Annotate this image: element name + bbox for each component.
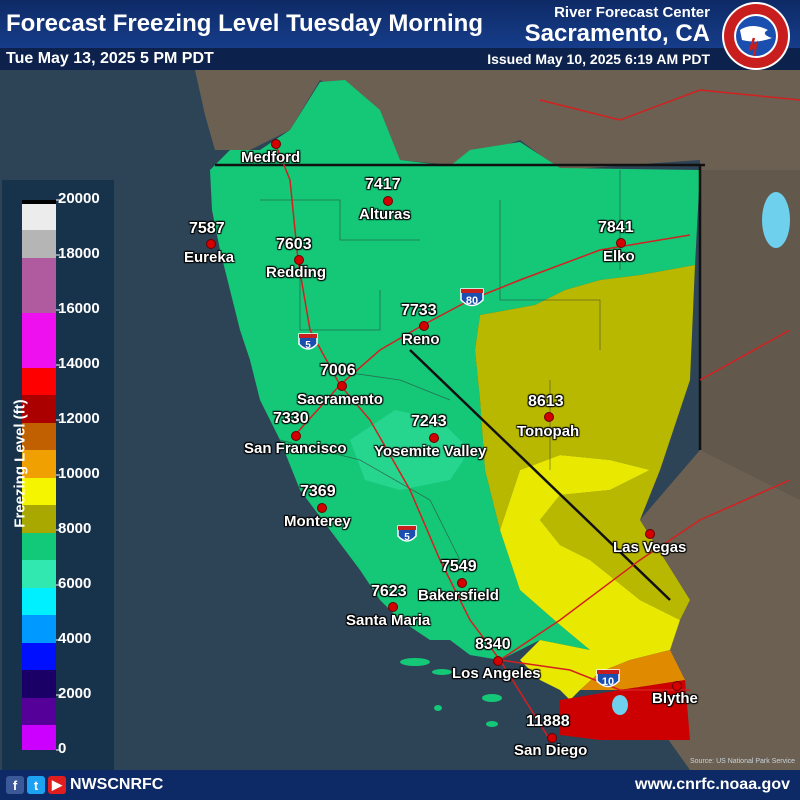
station-marker (544, 412, 554, 422)
station-marker (547, 733, 557, 743)
station-name: Reno (402, 331, 440, 348)
station-name: Monterey (284, 513, 351, 530)
freezing-zone-light-green (350, 410, 470, 490)
svg-text:80: 80 (466, 295, 478, 307)
station-marker (291, 431, 301, 441)
station-value: 7603 (276, 236, 312, 253)
svg-text:5: 5 (305, 340, 311, 351)
station-marker (419, 321, 429, 331)
station-marker (457, 578, 467, 588)
valid-time: Tue May 13, 2025 5 PM PDT (6, 50, 214, 67)
legend-tick: 2000 (58, 685, 92, 702)
legend-tick: 18000 (58, 245, 100, 262)
legend-tick: 8000 (58, 520, 92, 537)
station-name: Sacramento (297, 391, 383, 408)
interstate-shield: 5 (298, 333, 318, 351)
social-links: f t ▶ (6, 775, 66, 795)
legend-tick: 4000 (58, 630, 92, 647)
station-value: 7733 (401, 302, 437, 319)
station-value: 7006 (320, 362, 356, 379)
station-name: Eureka (184, 249, 235, 266)
station-marker (383, 196, 393, 206)
freezing-zone-yellow (500, 455, 680, 700)
station-value: 8340 (475, 636, 511, 653)
station-name: Alturas (359, 206, 411, 223)
lake (762, 192, 790, 248)
svg-text:10: 10 (602, 676, 614, 688)
station-value: 7369 (300, 483, 336, 500)
legend-tick: 6000 (58, 575, 92, 592)
station-marker (317, 503, 327, 513)
station-name: Las Vegas (613, 539, 687, 556)
subheader-bar (0, 48, 800, 70)
channel-islands (400, 658, 502, 727)
station-marker (294, 255, 304, 265)
station-value: 7623 (371, 583, 407, 600)
station-value: 7243 (411, 413, 447, 430)
station-value: 7417 (365, 176, 401, 193)
station-name: San Francisco (244, 440, 347, 457)
legend-tick: 0 (58, 740, 67, 757)
page-title: Forecast Freezing Level Tuesday Morning (6, 10, 483, 37)
twitter-icon[interactable]: t (27, 776, 45, 794)
station-name: Medford (241, 149, 301, 166)
station-marker (388, 602, 398, 612)
interstate-shield: 10 (596, 669, 620, 688)
freezing-zone-green (210, 80, 700, 660)
interstate-shield: 5 (397, 525, 417, 543)
terrain-outside (195, 70, 800, 770)
station-name: Santa Maria (346, 612, 431, 629)
agency-name: River Forecast Center (554, 4, 710, 21)
station-marker (429, 433, 439, 443)
terrain-shade (700, 170, 800, 500)
station-marker (672, 681, 682, 691)
station-name: Tonopah (517, 423, 580, 440)
legend-tick: 10000 (58, 465, 100, 482)
station-name: Los Angeles (452, 665, 541, 682)
station-name: San Diego (514, 742, 588, 759)
station-name: Bakersfield (418, 587, 499, 604)
station-value: 7330 (273, 410, 309, 427)
salton-sea (612, 695, 628, 715)
legend-tick: 16000 (58, 300, 100, 317)
station-value: 11888 (526, 713, 570, 730)
station-marker (493, 656, 503, 666)
website-link[interactable]: www.cnrfc.noaa.gov (635, 776, 790, 793)
legend-title: Freezing Level (ft) (11, 399, 29, 528)
state-borders (215, 163, 705, 601)
station-value: 7549 (441, 558, 477, 575)
station-marker (616, 238, 626, 248)
legend-tick: 12000 (58, 410, 100, 427)
map-credit: Source: US National Park Service (690, 758, 796, 765)
header-bar (0, 0, 800, 48)
interstate-shield: 80 (460, 288, 484, 307)
station-marker (271, 139, 281, 149)
station-marker (645, 529, 655, 539)
station-value: 7841 (598, 219, 634, 236)
freezing-zone-olive (475, 265, 695, 620)
issued-time: Issued May 10, 2025 6:19 AM PDT (487, 51, 710, 67)
youtube-icon[interactable]: ▶ (48, 776, 66, 794)
svg-text:5: 5 (404, 532, 410, 543)
station-value: 8613 (528, 393, 564, 410)
legend-tick: 14000 (58, 355, 100, 372)
station-name: Redding (266, 264, 326, 281)
station-marker (337, 381, 347, 391)
station-name: Elko (603, 248, 635, 265)
station-name: Yosemite Valley (374, 443, 487, 460)
social-handle[interactable]: NWSCNRFC (70, 776, 164, 793)
nws-logo-icon[interactable] (716, 0, 796, 72)
legend-tick: 20000 (58, 190, 100, 207)
facebook-icon[interactable]: f (6, 776, 24, 794)
footer-bar (0, 770, 800, 800)
agency-location: Sacramento, CA (524, 20, 710, 47)
station-value: 7587 (189, 220, 225, 237)
station-marker (206, 239, 216, 249)
station-name: Blythe (652, 690, 698, 707)
